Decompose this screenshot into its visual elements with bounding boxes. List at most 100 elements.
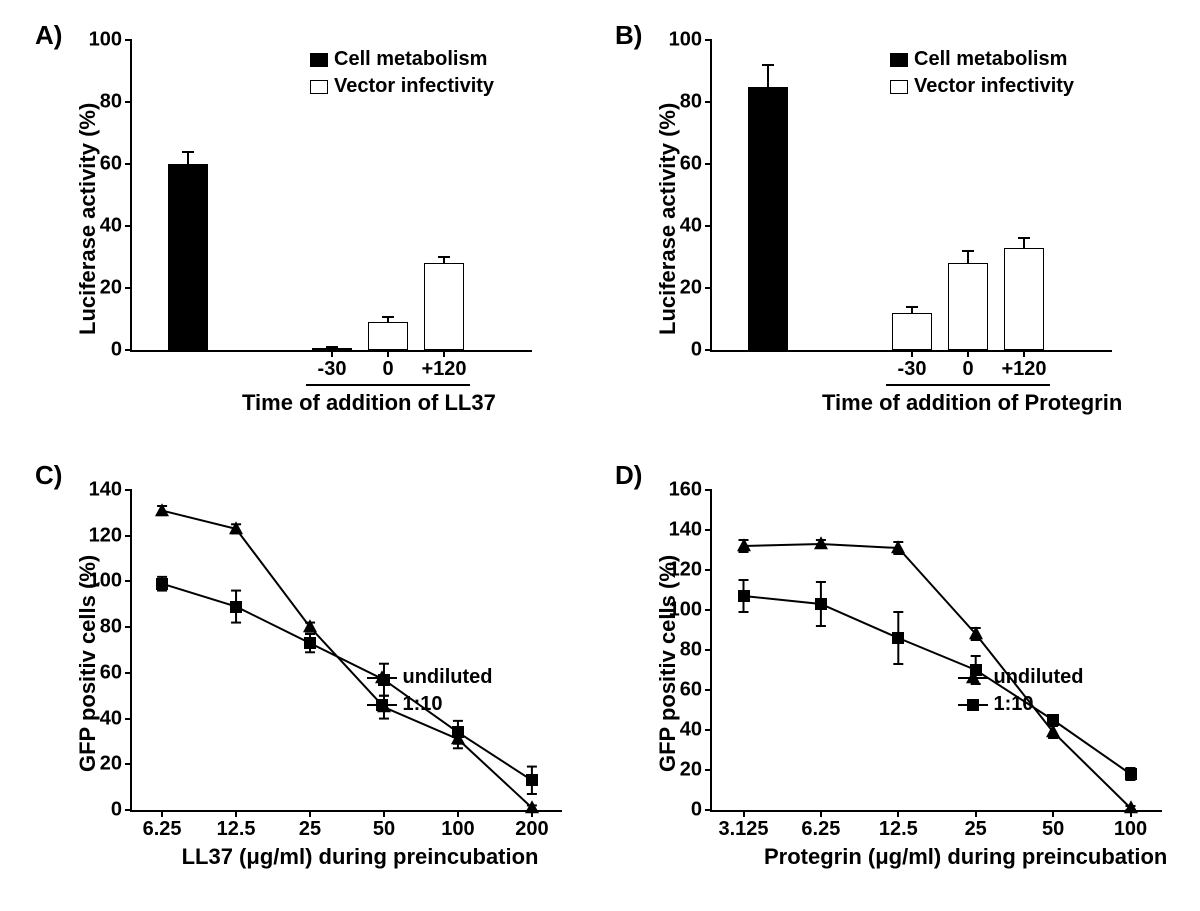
legend-swatch	[890, 80, 908, 94]
marker-square	[156, 578, 168, 590]
error-bar	[1023, 238, 1025, 247]
x-range-line	[306, 384, 470, 386]
x-tick-label: 50	[373, 810, 395, 841]
error-cap	[962, 250, 974, 252]
y-tick-label: 120	[89, 524, 132, 547]
x-tick-label: 100	[1114, 810, 1147, 841]
y-tick-label: 80	[100, 616, 132, 639]
y-tick-label: 60	[100, 153, 132, 176]
y-tick-label: 0	[111, 799, 132, 822]
marker-triangle	[891, 540, 905, 553]
x-tick-label: 6.25	[801, 810, 840, 841]
x-tick-label: -30	[898, 350, 927, 381]
x-tick-label: 12.5	[879, 810, 918, 841]
bar	[748, 87, 788, 351]
marker-triangle	[966, 670, 980, 683]
marker-square	[452, 726, 464, 738]
x-tick-label: +120	[1001, 350, 1046, 381]
marker-square	[526, 774, 538, 786]
y-tick-label: 80	[100, 91, 132, 114]
y-tick-label: 80	[680, 91, 712, 114]
panel-label: D)	[615, 460, 642, 491]
error-bar	[767, 65, 769, 87]
bar	[368, 322, 408, 350]
legend-item: 1:10	[367, 693, 493, 716]
marker-triangle	[375, 670, 389, 683]
y-tick-label: 140	[89, 479, 132, 502]
bar	[892, 313, 932, 350]
y-tick-label: 60	[100, 661, 132, 684]
y-tick-label: 20	[100, 277, 132, 300]
y-tick-label: 80	[680, 639, 712, 662]
marker-square	[738, 590, 750, 602]
panel-D: D) 0204060801001201401603.1256.2512.52550…	[600, 460, 1180, 900]
x-axis-label: Protegrin (μg/ml) during preincubation	[764, 844, 1167, 870]
panel-B: B)020406080100-300+120Luciferase activit…	[600, 10, 1180, 440]
marker-square	[815, 598, 827, 610]
y-tick-label: 40	[100, 215, 132, 238]
legend-label: Vector infectivity	[914, 75, 1074, 98]
plot-area: 0204060801001201401603.1256.2512.5255010…	[710, 490, 1162, 812]
y-tick-label: 20	[680, 277, 712, 300]
legend-label: undiluted	[994, 666, 1084, 689]
x-tick-label: +120	[421, 350, 466, 381]
legend-marker	[958, 698, 988, 712]
error-cap	[326, 346, 338, 348]
legend-swatch	[890, 53, 908, 67]
legend-item: Vector infectivity	[890, 75, 1074, 98]
error-cap	[438, 256, 450, 258]
panel-label: B)	[615, 20, 642, 51]
legend-swatch	[310, 53, 328, 67]
legend-label: Cell metabolism	[334, 48, 487, 71]
x-tick-label: 0	[382, 350, 393, 381]
legend-label: undiluted	[403, 666, 493, 689]
y-tick-label: 20	[680, 759, 712, 782]
marker-square	[230, 601, 242, 613]
marker-triangle	[229, 521, 243, 534]
y-axis-label: GFP positiv cells (%)	[655, 554, 681, 771]
bar	[424, 263, 464, 350]
marker-triangle	[155, 503, 169, 516]
legend-item: 1:10	[958, 693, 1084, 716]
legend: undiluted 1:10	[958, 666, 1084, 720]
legend-label: 1:10	[403, 693, 443, 716]
panel-C: C) 0204060801001201406.2512.52550100200GF…	[20, 460, 580, 900]
y-tick-label: 60	[680, 679, 712, 702]
x-tick-label: 50	[1042, 810, 1064, 841]
error-cap	[182, 151, 194, 153]
marker-triangle	[1046, 724, 1060, 737]
error-cap	[382, 316, 394, 318]
x-range-line	[886, 384, 1050, 386]
x-tick-label: 100	[441, 810, 474, 841]
y-tick-label: 20	[100, 753, 132, 776]
legend-item: undiluted	[958, 666, 1084, 689]
panel-label: A)	[35, 20, 62, 51]
marker-triangle	[814, 536, 828, 549]
marker-square	[892, 632, 904, 644]
y-tick-label: 0	[691, 339, 712, 362]
x-tick-label: 0	[962, 350, 973, 381]
marker-square	[967, 699, 979, 711]
panel-label: C)	[35, 460, 62, 491]
x-axis-label: Time of addition of LL37	[242, 390, 496, 416]
legend-item: undiluted	[367, 666, 493, 689]
bar	[948, 263, 988, 350]
y-tick-label: 160	[669, 479, 712, 502]
y-axis-label: GFP positiv cells (%)	[75, 554, 101, 771]
y-tick-label: 40	[100, 707, 132, 730]
legend-item: Cell metabolism	[310, 48, 494, 71]
legend-item: Cell metabolism	[890, 48, 1074, 71]
x-tick-label: 25	[299, 810, 321, 841]
y-tick-label: 40	[680, 215, 712, 238]
bar	[168, 164, 208, 350]
legend: undiluted 1:10	[367, 666, 493, 720]
error-cap	[1018, 237, 1030, 239]
y-tick-label: 100	[669, 29, 712, 52]
line-svg	[132, 490, 562, 810]
x-axis-label: Time of addition of Protegrin	[822, 390, 1122, 416]
error-cap	[762, 64, 774, 66]
legend: Cell metabolism Vector infectivity	[890, 48, 1074, 102]
plot-area: 0204060801001201406.2512.52550100200	[130, 490, 562, 812]
legend-marker	[367, 698, 397, 712]
marker-square	[1125, 768, 1137, 780]
